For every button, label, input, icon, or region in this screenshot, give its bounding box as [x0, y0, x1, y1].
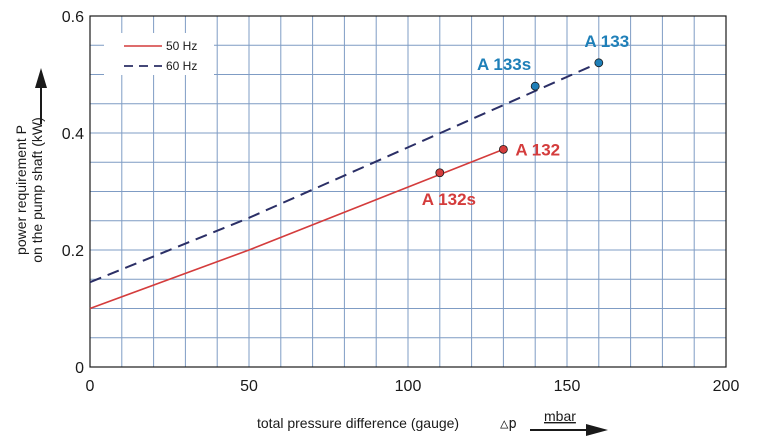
y-tick-label: 0.2: [62, 243, 84, 260]
x-tick-label: 200: [713, 378, 740, 395]
data-point-marker: [594, 58, 604, 68]
plot-frame: [89, 15, 727, 368]
data-point-label: A 133s: [477, 55, 531, 74]
data-point-label: A 132: [515, 140, 560, 159]
legend-label-60hz: 60 Hz: [166, 59, 197, 73]
data-point-marker: [498, 144, 508, 154]
grid: [90, 16, 726, 367]
x-tick-label: 100: [395, 378, 422, 395]
data-point-label: A 133: [584, 32, 629, 51]
series-line-60-hz: [89, 61, 600, 284]
y-tick-label: 0.4: [62, 126, 84, 143]
x-axis-unit: mbar: [544, 408, 576, 424]
y-tick-labels: 0 0.2 0.4 0.6: [62, 9, 84, 377]
x-tick-label: 0: [86, 378, 95, 395]
y-tick-label: 0.6: [62, 9, 84, 26]
legend-box: [104, 33, 214, 75]
x-axis-symbol: △p: [500, 416, 517, 432]
x-axis-label: total pressure difference (gauge): [257, 415, 459, 431]
x-tick-labels: 0 50 100 150 200: [86, 378, 740, 395]
series-line-50-hz: [89, 148, 504, 310]
y-axis-label-line2: on the pump shaft (kW): [29, 117, 45, 263]
data-point-marker: [530, 81, 540, 91]
y-axis-title: power requirement P on the pump shaft (k…: [13, 117, 45, 263]
data-point-marker: [435, 168, 445, 178]
data-point-label: A 132s: [422, 190, 476, 209]
points-layer: A 132s A 132 A 133s A 133: [422, 32, 629, 209]
legend: 50 Hz 60 Hz: [104, 33, 214, 75]
y-axis-label-line1: power requirement P: [13, 125, 29, 255]
legend-label-50hz: 50 Hz: [166, 39, 197, 53]
x-tick-label: 50: [240, 378, 258, 395]
x-axis-arrow: [530, 424, 608, 436]
y-axis-arrow: [35, 68, 47, 124]
series-layer: [89, 61, 600, 310]
y-tick-label: 0: [75, 360, 84, 377]
x-tick-label: 150: [554, 378, 581, 395]
